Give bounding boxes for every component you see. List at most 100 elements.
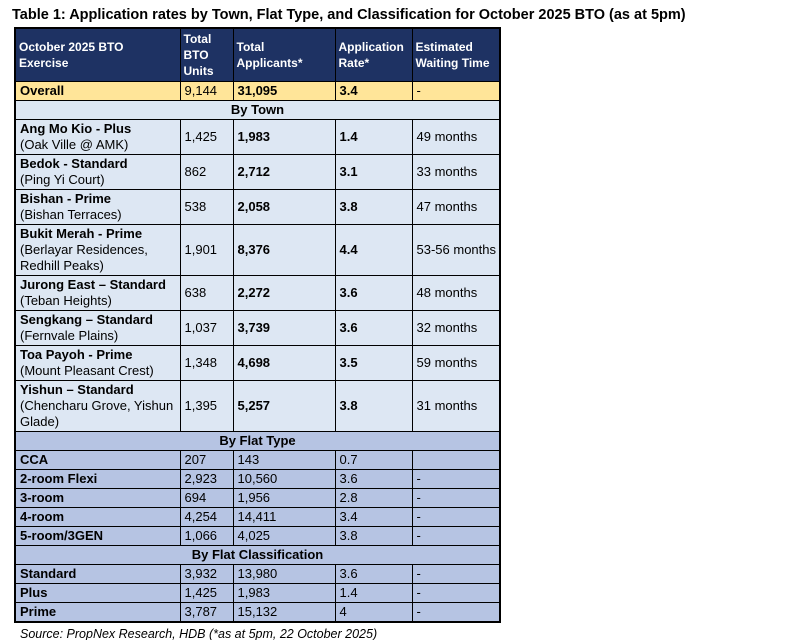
- row-applicants: 13,980: [232, 564, 336, 584]
- row-applicants: 143: [232, 450, 336, 470]
- column-header-units: Total BTO Units: [179, 27, 234, 82]
- row-name: Prime: [20, 604, 57, 619]
- row-applicants: 14,411: [232, 507, 336, 527]
- row-applicants: 2,272: [232, 275, 336, 311]
- row-subname: (Chencharu Grove, Yishun Glade): [20, 398, 174, 429]
- row-rate: 2.8: [334, 488, 413, 508]
- row-subname: (Mount Pleasant Crest): [20, 363, 154, 378]
- row-units: 1,348: [179, 345, 234, 381]
- row-applicants: 2,058: [232, 189, 336, 225]
- row-wait: 31 months: [411, 380, 501, 432]
- row-rate: 3.8: [334, 526, 413, 546]
- row-label-cell: 4-room: [14, 507, 181, 527]
- column-header-wait: Estimated Waiting Time: [411, 27, 501, 82]
- row-wait: 59 months: [411, 345, 501, 381]
- table-row: 3-room 694 1,956 2.8-: [14, 488, 501, 508]
- row-applicants: 8,376: [232, 224, 336, 276]
- row-units: 1,425: [179, 119, 234, 155]
- table-row: Bishan - Prime (Bishan Terraces) 538 2,058 3…: [14, 189, 501, 225]
- row-rate: 1.4: [334, 583, 413, 603]
- row-applicants: 10,560: [232, 469, 336, 489]
- row-label-cell: 3-room: [14, 488, 181, 508]
- row-label-cell: Yishun – Standard (Chencharu Grove, Yishu…: [14, 380, 181, 432]
- row-name: Bukit Merah - Prime: [20, 226, 143, 241]
- section-band-label: By Flat Type: [14, 431, 501, 451]
- row-units: 638: [179, 275, 234, 311]
- section-band-label: By Flat Classification: [14, 545, 501, 565]
- row-units: 3,932: [179, 564, 234, 584]
- row-wait: 49 months: [411, 119, 501, 155]
- row-label-cell: Jurong East – Standard (Teban Heights): [14, 275, 181, 311]
- row-rate: 3.8: [334, 380, 413, 432]
- column-header-applicants: Total Applicants*: [232, 27, 336, 82]
- row-wait: -: [411, 488, 501, 508]
- overall-label: Overall: [14, 81, 181, 101]
- row-wait: 33 months: [411, 154, 501, 190]
- row-subname: (Fernvale Plains): [20, 328, 119, 343]
- table-row: Ang Mo Kio - Plus (Oak Ville @ AMK) 1,425 1…: [14, 119, 501, 155]
- table-row: Toa Payoh - Prime (Mount Pleasant Crest) 1…: [14, 345, 501, 381]
- row-applicants: 15,132: [232, 602, 336, 623]
- table-row: 4-room 4,254 14,411 3.4-: [14, 507, 501, 527]
- row-name: Bishan - Prime: [20, 191, 112, 206]
- row-wait: 47 months: [411, 189, 501, 225]
- overall-rate: 3.4: [334, 81, 413, 101]
- row-wait: 48 months: [411, 275, 501, 311]
- row-rate: 3.6: [334, 469, 413, 489]
- row-wait: [411, 450, 501, 470]
- row-units: 1,425: [179, 583, 234, 603]
- row-name: 2-room Flexi: [20, 471, 98, 486]
- row-subname: (Bishan Terraces): [20, 207, 122, 222]
- table-header: October 2025 BTO Exercise Total BTO Unit…: [14, 27, 501, 82]
- row-units: 2,923: [179, 469, 234, 489]
- row-rate: 4: [334, 602, 413, 623]
- row-units: 862: [179, 154, 234, 190]
- overall-wait: -: [411, 81, 501, 101]
- row-wait: 53-56 months: [411, 224, 501, 276]
- row-name: Bedok - Standard: [20, 156, 128, 171]
- row-label-cell: CCA: [14, 450, 181, 470]
- row-name: Toa Payoh - Prime: [20, 347, 133, 362]
- row-name: 4-room: [20, 509, 65, 524]
- row-wait: -: [411, 469, 501, 489]
- row-label-cell: Sengkang – Standard (Fernvale Plains): [14, 310, 181, 346]
- row-rate: 3.4: [334, 507, 413, 527]
- row-rate: 1.4: [334, 119, 413, 155]
- table-row: Bukit Merah - Prime (Berlayar Residences,…: [14, 224, 501, 276]
- overall-applicants: 31,095: [232, 81, 336, 101]
- row-units: 694: [179, 488, 234, 508]
- row-wait: -: [411, 526, 501, 546]
- table-body: Overall 9,144 31,095 3.4 - By Town Ang Mo…: [14, 81, 501, 623]
- row-label-cell: Ang Mo Kio - Plus (Oak Ville @ AMK): [14, 119, 181, 155]
- section-band-label: By Town: [14, 100, 501, 120]
- row-applicants: 1,956: [232, 488, 336, 508]
- column-header-exercise: October 2025 BTO Exercise: [14, 27, 181, 82]
- row-label-cell: 5-room/3GEN: [14, 526, 181, 546]
- row-name: Yishun – Standard: [20, 382, 134, 397]
- row-applicants: 1,983: [232, 119, 336, 155]
- table-row: Jurong East – Standard (Teban Heights) 638…: [14, 275, 501, 311]
- row-label-cell: Standard: [14, 564, 181, 584]
- row-wait: -: [411, 602, 501, 623]
- row-rate: 3.5: [334, 345, 413, 381]
- row-applicants: 4,698: [232, 345, 336, 381]
- table-row: Prime 3,787 15,132 4-: [14, 602, 501, 623]
- row-applicants: 1,983: [232, 583, 336, 603]
- row-units: 1,066: [179, 526, 234, 546]
- section-band: By Town: [14, 100, 501, 120]
- row-wait: -: [411, 507, 501, 527]
- row-units: 1,901: [179, 224, 234, 276]
- row-rate: 3.6: [334, 564, 413, 584]
- row-name: 5-room/3GEN: [20, 528, 104, 543]
- row-wait: 32 months: [411, 310, 501, 346]
- row-name: 3-room: [20, 490, 65, 505]
- row-rate: 4.4: [334, 224, 413, 276]
- row-applicants: 4,025: [232, 526, 336, 546]
- table-row: Plus 1,425 1,983 1.4-: [14, 583, 501, 603]
- row-units: 538: [179, 189, 234, 225]
- table-row: Yishun – Standard (Chencharu Grove, Yishu…: [14, 380, 501, 432]
- header-row: October 2025 BTO Exercise Total BTO Unit…: [14, 27, 501, 82]
- overall-row: Overall 9,144 31,095 3.4 -: [14, 81, 501, 101]
- row-applicants: 2,712: [232, 154, 336, 190]
- row-units: 4,254: [179, 507, 234, 527]
